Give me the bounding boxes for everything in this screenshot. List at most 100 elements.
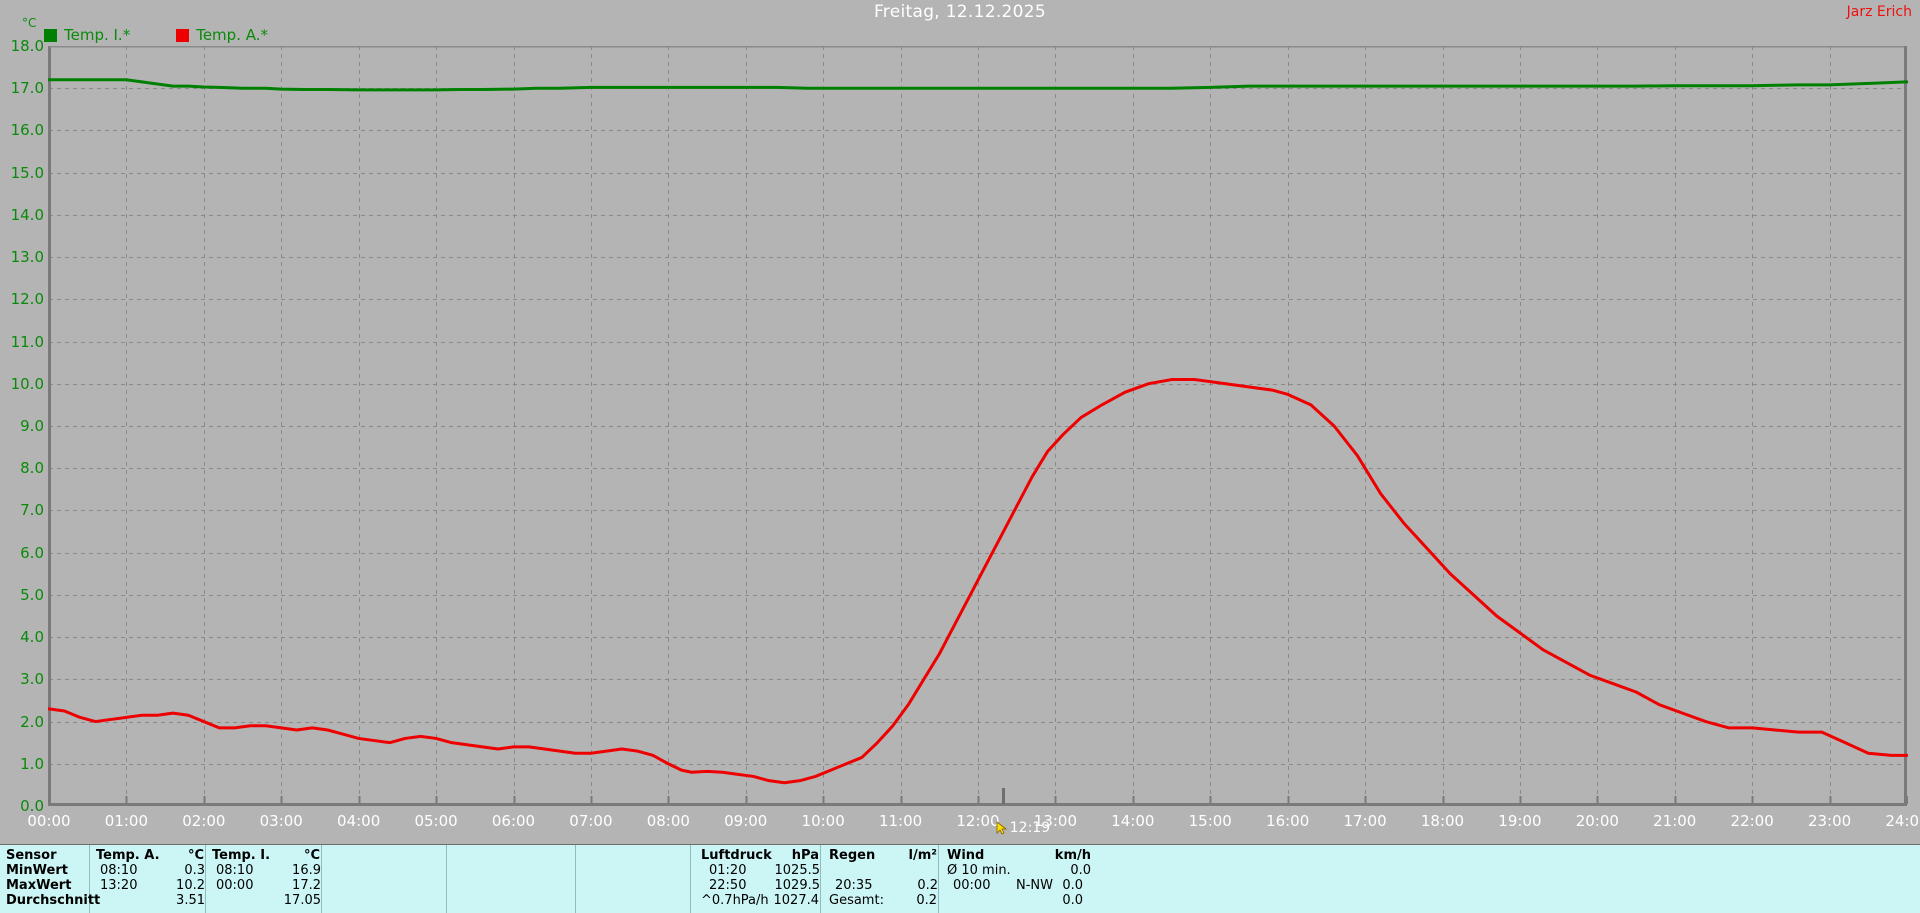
chart-svg	[48, 46, 1908, 806]
table-col-empty-3	[576, 845, 691, 913]
x-axis-tick-label: 10:00	[801, 812, 845, 830]
temp-a-min-value: 0.3	[184, 863, 205, 878]
table-row: 00:00 17.2	[206, 878, 321, 893]
table-col-sensor: Sensor MinWert MaxWert Durchschnitt	[0, 845, 101, 913]
regen-header-unit: l/m²	[908, 848, 937, 863]
table-row: 08:10 16.9	[206, 863, 321, 878]
regen-total-value: 0.2	[916, 893, 937, 908]
table-row: 13:20 10.2	[90, 878, 205, 893]
luftdruck-header-name: Luftdruck	[701, 848, 772, 863]
y-axis-unit-label: °C	[22, 16, 37, 30]
x-axis-tick-label: 15:00	[1188, 812, 1232, 830]
temp-i-min-time: 08:10	[216, 863, 254, 878]
label-durchschnitt: Durchschnitt	[6, 893, 101, 908]
wind-row1-value: 0.0	[1070, 863, 1091, 878]
page-title: Freitag, 12.12.2025	[873, 2, 1047, 22]
temp-a-avg-value: 3.51	[176, 893, 205, 908]
y-axis-tick-label: 0.0	[20, 797, 44, 815]
table-row: ^0.7hPa/h 1027.4	[691, 893, 820, 908]
legend-label-temp-innen: Temp. I.*	[64, 26, 131, 44]
y-axis-tick-label: 3.0	[20, 670, 44, 689]
luftdruck-header-unit: hPa	[791, 848, 819, 863]
y-axis-tick-label: 6.0	[20, 543, 44, 562]
y-axis-tick-label: 8.0	[20, 459, 44, 478]
table-row: 17.05	[206, 893, 321, 908]
luftdruck-min-time: 01:20	[709, 863, 747, 878]
table-row: Gesamt: 0.2	[821, 893, 938, 908]
time-cursor-marker[interactable]: 12:19	[996, 820, 1050, 836]
legend-item-temp-innen[interactable]: Temp. I.*	[44, 28, 130, 43]
y-axis-tick-label: 14.0	[10, 205, 44, 224]
temp-a-max-value: 10.2	[176, 878, 205, 893]
table-row: 00:00 N-NW 0.0	[939, 878, 1920, 893]
x-axis-tick-label: 23:00	[1807, 812, 1852, 830]
table-row	[821, 863, 938, 878]
temp-i-header-name: Temp. I.	[212, 848, 271, 863]
legend-label-temp-aussen: Temp. A.*	[196, 26, 268, 44]
chart-plot-area[interactable]	[48, 46, 1908, 806]
y-axis-tick-label: 5.0	[20, 585, 44, 604]
wind-row2-value: 0.0	[1062, 878, 1083, 893]
regen-row2-time: 20:35	[835, 878, 873, 893]
y-axis-tick-label: 10.0	[10, 374, 44, 393]
table-row: Luftdruck hPa	[691, 848, 820, 863]
table-row: Temp. I. °C	[206, 848, 321, 863]
x-axis-tick-label: 14:00	[1111, 812, 1155, 830]
luftdruck-min-value: 1025.5	[774, 863, 821, 878]
x-axis-tick-label: 18:00	[1420, 812, 1465, 830]
table-col-wind: Wind km/h Ø 10 min. 0.0 00:00 N-NW 0.0 0…	[939, 845, 1920, 913]
wind-row3-value: 0.0	[1062, 893, 1083, 908]
x-axis-tick-label: 20:00	[1575, 812, 1619, 830]
label-sensor: Sensor	[6, 848, 57, 863]
y-axis-tick-label: 16.0	[10, 121, 44, 140]
regen-header-name: Regen	[829, 848, 876, 863]
luftdruck-max-time: 22:50	[709, 878, 747, 893]
temp-a-min-time: 08:10	[100, 863, 138, 878]
cursor-arrow-icon	[996, 821, 1007, 835]
table-row: Wind km/h	[939, 848, 1920, 863]
y-axis-tick-label: 17.0	[10, 79, 44, 98]
table-col-temp-aussen: Temp. A. °C 08:10 0.3 13:20 10.2 3.51	[90, 845, 206, 913]
wind-row1-label: Ø 10 min.	[947, 863, 1011, 878]
x-axis-tick-label: 00:00	[27, 812, 71, 830]
temp-a-max-time: 13:20	[100, 878, 138, 893]
y-axis-tick-label: 9.0	[20, 417, 44, 435]
x-axis-tick-label: 17:00	[1343, 812, 1387, 830]
luftdruck-max-value: 1029.5	[774, 878, 821, 893]
legend-item-temp-aussen[interactable]: Temp. A.*	[176, 28, 268, 43]
table-col-empty-2	[447, 845, 576, 913]
table-row: Regen l/m²	[821, 848, 938, 863]
wind-row2-time: 00:00	[953, 878, 991, 893]
table-row: Durchschnitt	[6, 893, 101, 908]
y-axis-tick-label: 7.0	[20, 501, 44, 520]
temp-a-header-name: Temp. A.	[96, 848, 160, 863]
table-row: 22:50 1029.5	[691, 878, 820, 893]
owner-label: Jarz Erich	[1846, 4, 1912, 20]
table-row: 01:20 1025.5	[691, 863, 820, 878]
x-axis-tick-label: 24:00	[1885, 812, 1920, 830]
table-col-regen: Regen l/m² 20:35 0.2 Gesamt: 0.2	[821, 845, 939, 913]
x-axis-tick-label: 04:00	[337, 812, 381, 830]
x-axis-tick-label: 19:00	[1498, 812, 1542, 830]
regen-total-label: Gesamt:	[829, 893, 884, 908]
x-axis-tick-label: 03:00	[259, 812, 303, 830]
x-axis-tick-label: 22:00	[1730, 812, 1774, 830]
y-axis-tick-label: 2.0	[20, 712, 44, 731]
luftdruck-current-value: 1027.4	[773, 893, 820, 908]
y-axis-tick-label: 11.0	[10, 332, 44, 351]
table-row: Ø 10 min. 0.0	[939, 863, 1920, 878]
y-axis-tick-label: 4.0	[20, 628, 44, 647]
x-axis-tick-label: 05:00	[414, 812, 458, 830]
temp-a-header-unit: °C	[187, 848, 204, 863]
x-axis-tick-label: 01:00	[104, 812, 149, 830]
luftdruck-trend: ^0.7hPa/h	[701, 893, 769, 908]
wind-header-name: Wind	[947, 848, 985, 863]
table-row: 20:35 0.2	[821, 878, 938, 893]
x-axis-tick-label: 06:00	[491, 812, 536, 830]
y-axis-tick-label: 12.0	[10, 290, 44, 309]
chart-legend: Temp. I.* Temp. A.*	[44, 28, 268, 43]
temp-i-header-unit: °C	[303, 848, 320, 863]
table-row: 0.0	[939, 893, 1920, 908]
cursor-time-label: 12:19	[1009, 820, 1051, 836]
